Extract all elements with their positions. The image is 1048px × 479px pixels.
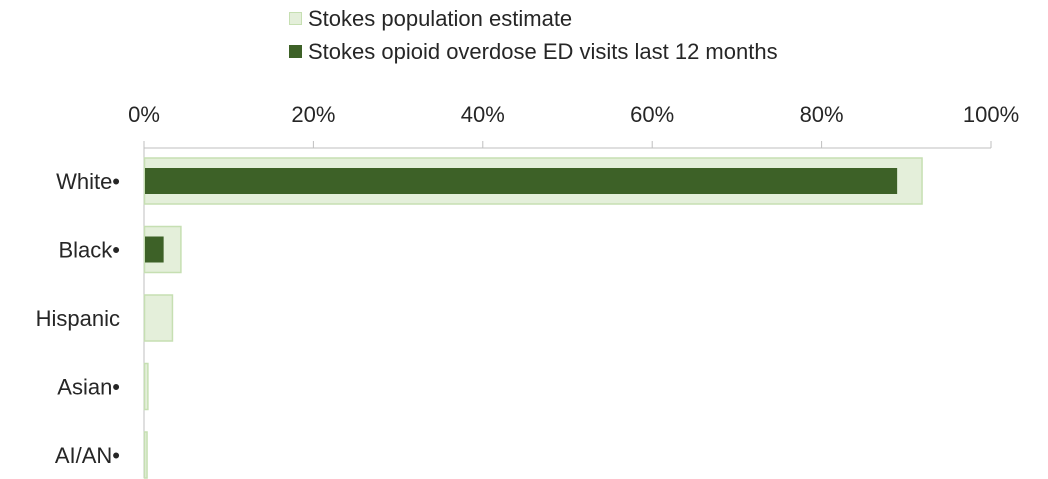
legend-item-population: Stokes population estimate — [289, 2, 778, 35]
legend-label-population: Stokes population estimate — [308, 5, 573, 31]
category-label: Hispanic — [36, 306, 120, 331]
legend-swatch-population — [289, 12, 302, 25]
category-label: AI/AN• — [55, 443, 120, 468]
x-tick-label: 20% — [291, 102, 335, 127]
bar-population-estimate — [143, 431, 148, 479]
bar-ed-visits — [145, 236, 164, 263]
category-label: Asian• — [57, 375, 120, 400]
x-tick-label: 100% — [963, 102, 1019, 127]
legend-swatch-ed-visits — [289, 45, 302, 58]
x-tick-label: 60% — [630, 102, 674, 127]
legend-label-ed-visits: Stokes opioid overdose ED visits last 12… — [308, 38, 778, 64]
category-label: White• — [56, 169, 120, 194]
chart-legend: Stokes population estimate Stokes opioid… — [289, 2, 778, 68]
legend-item-ed-visits: Stokes opioid overdose ED visits last 12… — [289, 35, 778, 68]
category-label: Black• — [59, 238, 121, 263]
bar-ed-visits — [145, 168, 898, 194]
x-tick-label: 40% — [461, 102, 505, 127]
x-tick-label: 80% — [800, 102, 844, 127]
bar-population-estimate — [143, 362, 149, 411]
bar-population-estimate — [143, 294, 174, 342]
x-tick-label: 0% — [128, 102, 160, 127]
